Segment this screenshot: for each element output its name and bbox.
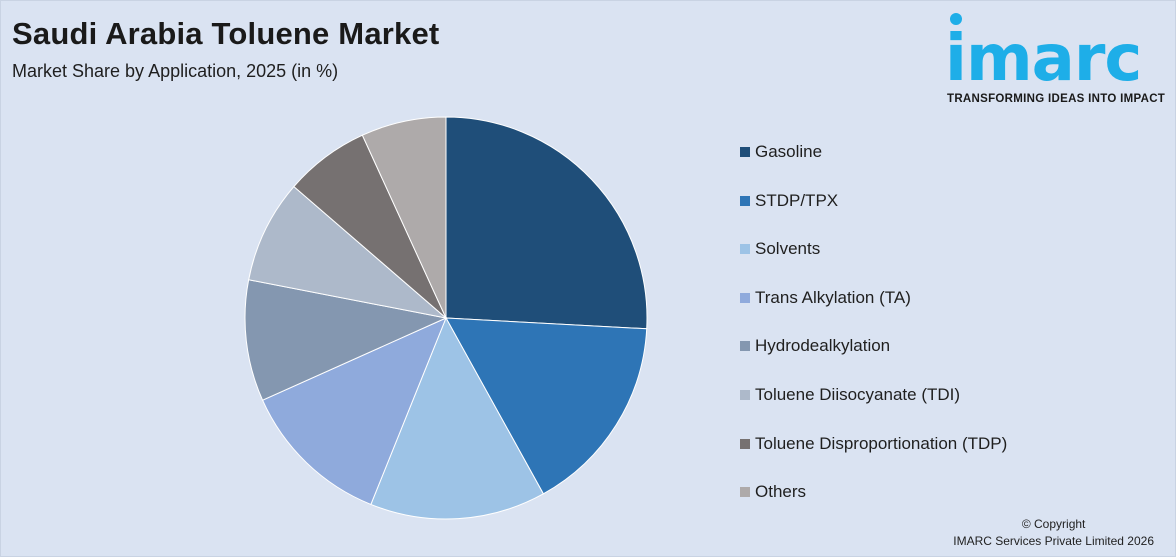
logo-tagline: TRANSFORMING IDEAS INTO IMPACT [947,93,1166,105]
legend-swatch [740,341,750,352]
legend-label: Solvents [755,239,821,259]
legend-item: Solvents [740,237,820,261]
legend-label: Hydrodealkylation [755,336,891,356]
copyright-notice: © Copyright IMARC Services Private Limit… [953,516,1154,550]
pie-slice-gasoline [445,116,648,330]
legend-swatch [740,244,750,255]
pie-slice-stdp-tpx [445,317,648,495]
legend-item: Hydrodealkylation [740,334,890,358]
legend-label: Toluene Diisocyanate (TDI) [755,385,961,404]
legend-item: Toluene Disproportionation (TDP) [740,432,1007,456]
legend-item: STDP/TPX [740,189,838,213]
legend-item: Others [740,480,806,504]
legend-label: Trans Alkylation (TA) [755,287,911,307]
legend-swatch [740,292,750,303]
copyright-line-1: © Copyright [1021,517,1086,531]
legend-item: Gasoline [740,140,822,164]
legend-swatch [740,195,750,206]
legend-label: Toluene Disproportionation (TDP) [755,433,1008,453]
logo-wordmark: imarc [945,22,1142,96]
legend-item: Toluene Diisocyanate (TDI) [740,383,960,407]
legend-label: STDP/TPX [755,190,839,210]
pie-slice-trans-alkylation-ta [261,317,447,506]
legend-label: Others [755,482,807,502]
chart-title: Saudi Arabia Toluene Market [12,16,440,51]
legend-swatch [740,487,750,498]
imarc-logo: imarc TRANSFORMING IDEAS INTO IMPACT [945,10,1171,110]
pie-slice-toluene-diisocyanate-tdi [248,185,448,319]
legend-swatch [740,147,750,157]
legend-item: Trans Alkylation (TA) [740,286,911,310]
pie-slice-hydrodealkylation [244,279,448,401]
copyright-line-2: IMARC Services Private Limited 2026 [953,534,1154,548]
pie-slice-others [361,116,447,319]
legend-label: Gasoline [755,142,823,161]
chart-subtitle: Market Share by Application, 2025 (in %) [12,61,339,81]
pie-slice-solvents [370,316,545,520]
legend-swatch [740,438,750,449]
logo-dot-icon [950,13,962,25]
legend-swatch [740,390,750,400]
